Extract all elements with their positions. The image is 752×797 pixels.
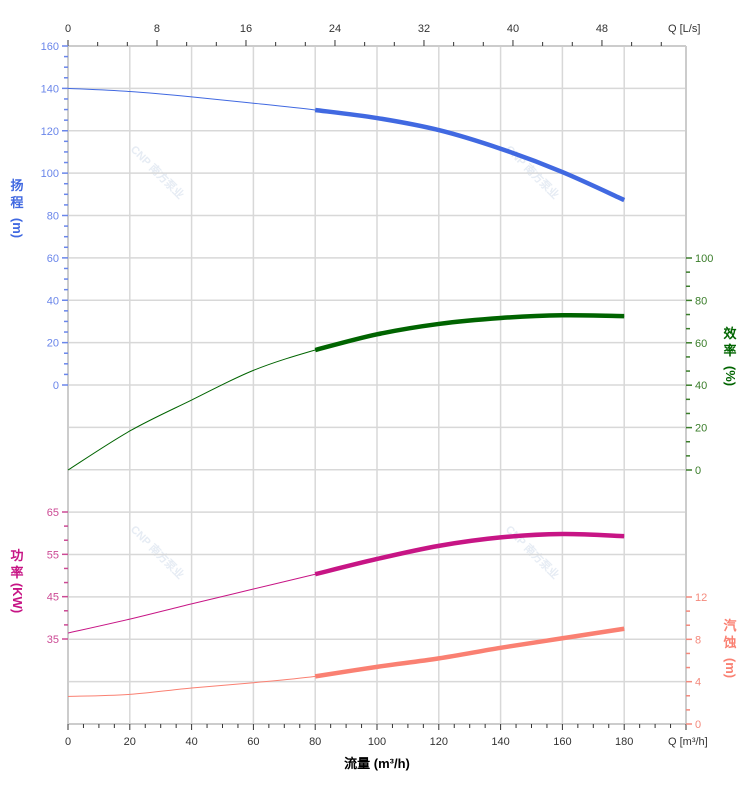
efficiency-curve (67, 314, 625, 471)
y-axis-title-char: 率 (723, 343, 736, 358)
y-axis-title-char: 扬 (10, 178, 23, 193)
y-tick-label: 60 (695, 338, 707, 350)
axis-npsh: 0 4 8 12 汽蚀 (m) (686, 592, 738, 731)
x-tick-label: 120 (430, 736, 448, 748)
y-axis-unit: (%) (723, 366, 738, 386)
y-tick-label: 40 (695, 380, 707, 392)
axis-efficiency: 0 20 40 60 80 100 效率 (%) (686, 253, 738, 477)
x-tick-label: 80 (309, 736, 321, 748)
y-axis-title-char: 率 (10, 565, 23, 580)
grid (67, 45, 687, 725)
axis-power: 35 45 55 65 功率 (KW) (10, 507, 68, 646)
top-tick-label: 0 (65, 23, 71, 35)
y-tick-label: 0 (695, 719, 701, 731)
efficiency-operating-curve (314, 312, 625, 353)
y-axis-title: 效率 (%) (723, 326, 738, 386)
y-axis-title-char: 程 (10, 195, 23, 210)
x-tick-label: 160 (553, 736, 571, 748)
y-tick-label: 0 (695, 465, 701, 477)
y-axis-unit: (m) (723, 658, 738, 678)
y-axis-title: 扬程 (m) (10, 178, 25, 238)
y-tick-label: 80 (47, 211, 59, 223)
y-tick-label: 160 (41, 41, 59, 53)
watermark-text: CNP 南方泵业 (503, 522, 562, 581)
power-operating-curve (314, 531, 625, 577)
y-tick-label: 40 (47, 295, 59, 307)
y-tick-label: 20 (47, 338, 59, 350)
y-tick-label: 12 (695, 592, 707, 604)
y-tick-label: 0 (53, 380, 59, 392)
watermark-text: CNP 南方泵业 (128, 142, 187, 201)
x-tick-label: 0 (65, 736, 71, 748)
top-tick-label: 24 (329, 23, 341, 35)
y-tick-label: 140 (41, 83, 59, 95)
y-tick-label: 45 (47, 592, 59, 604)
y-axis-unit: (KW) (10, 583, 25, 613)
top-tick-label: 48 (596, 23, 608, 35)
y-tick-label: 4 (695, 677, 701, 689)
y-tick-label: 65 (47, 507, 59, 519)
curves (67, 87, 626, 697)
head-operating-curve (314, 107, 626, 203)
x-unit-label: Q [m³/h] (668, 736, 708, 748)
watermark-text: CNP 南方泵业 (128, 522, 187, 581)
top-tick-label: 32 (418, 23, 430, 35)
y-axis-title-char: 蚀 (722, 635, 736, 650)
top-tick-label: 16 (240, 23, 252, 35)
x-tick-label: 60 (247, 736, 259, 748)
y-tick-label: 80 (695, 295, 707, 307)
y-tick-label: 100 (41, 168, 59, 180)
y-axis-title: 功率 (KW) (10, 548, 25, 613)
top-unit-label: Q [L/s] (668, 23, 700, 35)
y-tick-label: 8 (695, 634, 701, 646)
y-axis-title-char: 效 (723, 326, 737, 341)
y-tick-label: 120 (41, 126, 59, 138)
y-axis-title: 汽蚀 (m) (722, 618, 738, 678)
y-axis-title-char: 汽 (723, 618, 736, 633)
top-tick-label: 8 (154, 23, 160, 35)
x-tick-label: 40 (185, 736, 197, 748)
x-tick-label: 100 (368, 736, 386, 748)
y-tick-label: 100 (695, 253, 713, 265)
top-tick-label: 40 (507, 23, 519, 35)
y-tick-label: 20 (695, 423, 707, 435)
axis-head: 0 20 40 60 80 100 120 140 160 扬程 (m) (10, 41, 68, 392)
y-tick-label: 60 (47, 253, 59, 265)
x-tick-label: 20 (124, 736, 136, 748)
y-axis-unit: (m) (10, 218, 25, 238)
y-tick-label: 35 (47, 634, 59, 646)
axis-labels: 流量 (m³/h) Q [m³/h] Q [L/s] (344, 23, 708, 771)
x-axis-title: 流量 (m³/h) (344, 756, 410, 771)
x-tick-label: 180 (615, 736, 633, 748)
y-tick-label: 55 (47, 549, 59, 561)
x-tick-label: 140 (491, 736, 509, 748)
y-axis-title-char: 功 (10, 548, 23, 563)
npsh-operating-curve (314, 626, 625, 679)
